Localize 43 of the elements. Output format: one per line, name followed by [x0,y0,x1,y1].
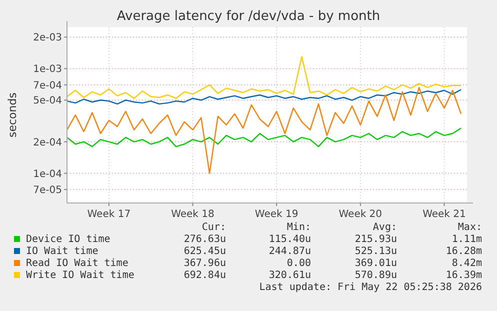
x-tick-label: Week 21 [422,209,466,220]
y-tick-label: 7e-05 [33,184,62,196]
text: 367.96u [184,258,226,269]
y-tick-label: 1e-04 [33,168,62,180]
x-tick-label: Week 17 [87,209,131,220]
line-series [66,128,462,148]
y-tick-label: 5e-04 [33,96,62,107]
legend-label: Write IO Wait time [26,270,134,281]
text: 320.61u [268,270,311,281]
line-series [66,56,462,99]
y-tick-label: 2e-04 [33,137,62,148]
x-tick-label: Week 20 [338,209,382,220]
text: Min: [286,222,311,233]
text: 0.00 [286,258,311,269]
text: Max: [458,222,482,233]
text: 8.42m [452,258,482,269]
chart-title: Average latency for /dev/vda - by month [116,9,380,24]
y-axis-title: seconds [6,92,19,138]
line-series [66,89,462,105]
text: 16.39m [446,270,482,281]
y-tick-label: 2e-03 [33,32,62,44]
text: Cur: [202,222,226,233]
text: Last update: Fri May 22 05:25:38 2026 [259,282,482,293]
text: 276.63u [184,234,226,245]
y-tick-label: 7e-04 [33,80,62,92]
text: 625.45u [184,246,226,257]
text: 692.84u [184,270,226,281]
text: 115.40u [268,234,311,245]
text: 570.89u [354,270,397,281]
text: Avg: [372,222,397,233]
text: 244.87u [268,246,311,257]
line-series [66,86,462,174]
x-tick-label: Week 19 [254,209,298,220]
text: 1.11m [452,234,482,245]
legend-label: Device IO time [26,234,110,245]
legend-label: IO Wait time [26,246,98,257]
x-tick-label: Week 18 [171,209,214,220]
text: 525.13u [354,246,397,257]
text: 369.01u [354,258,397,269]
text: 215.93u [354,234,397,245]
legend-label: Read IO Wait time [26,258,128,269]
text: 16.28m [446,246,482,257]
y-tick-label: 1e-03 [33,64,62,76]
